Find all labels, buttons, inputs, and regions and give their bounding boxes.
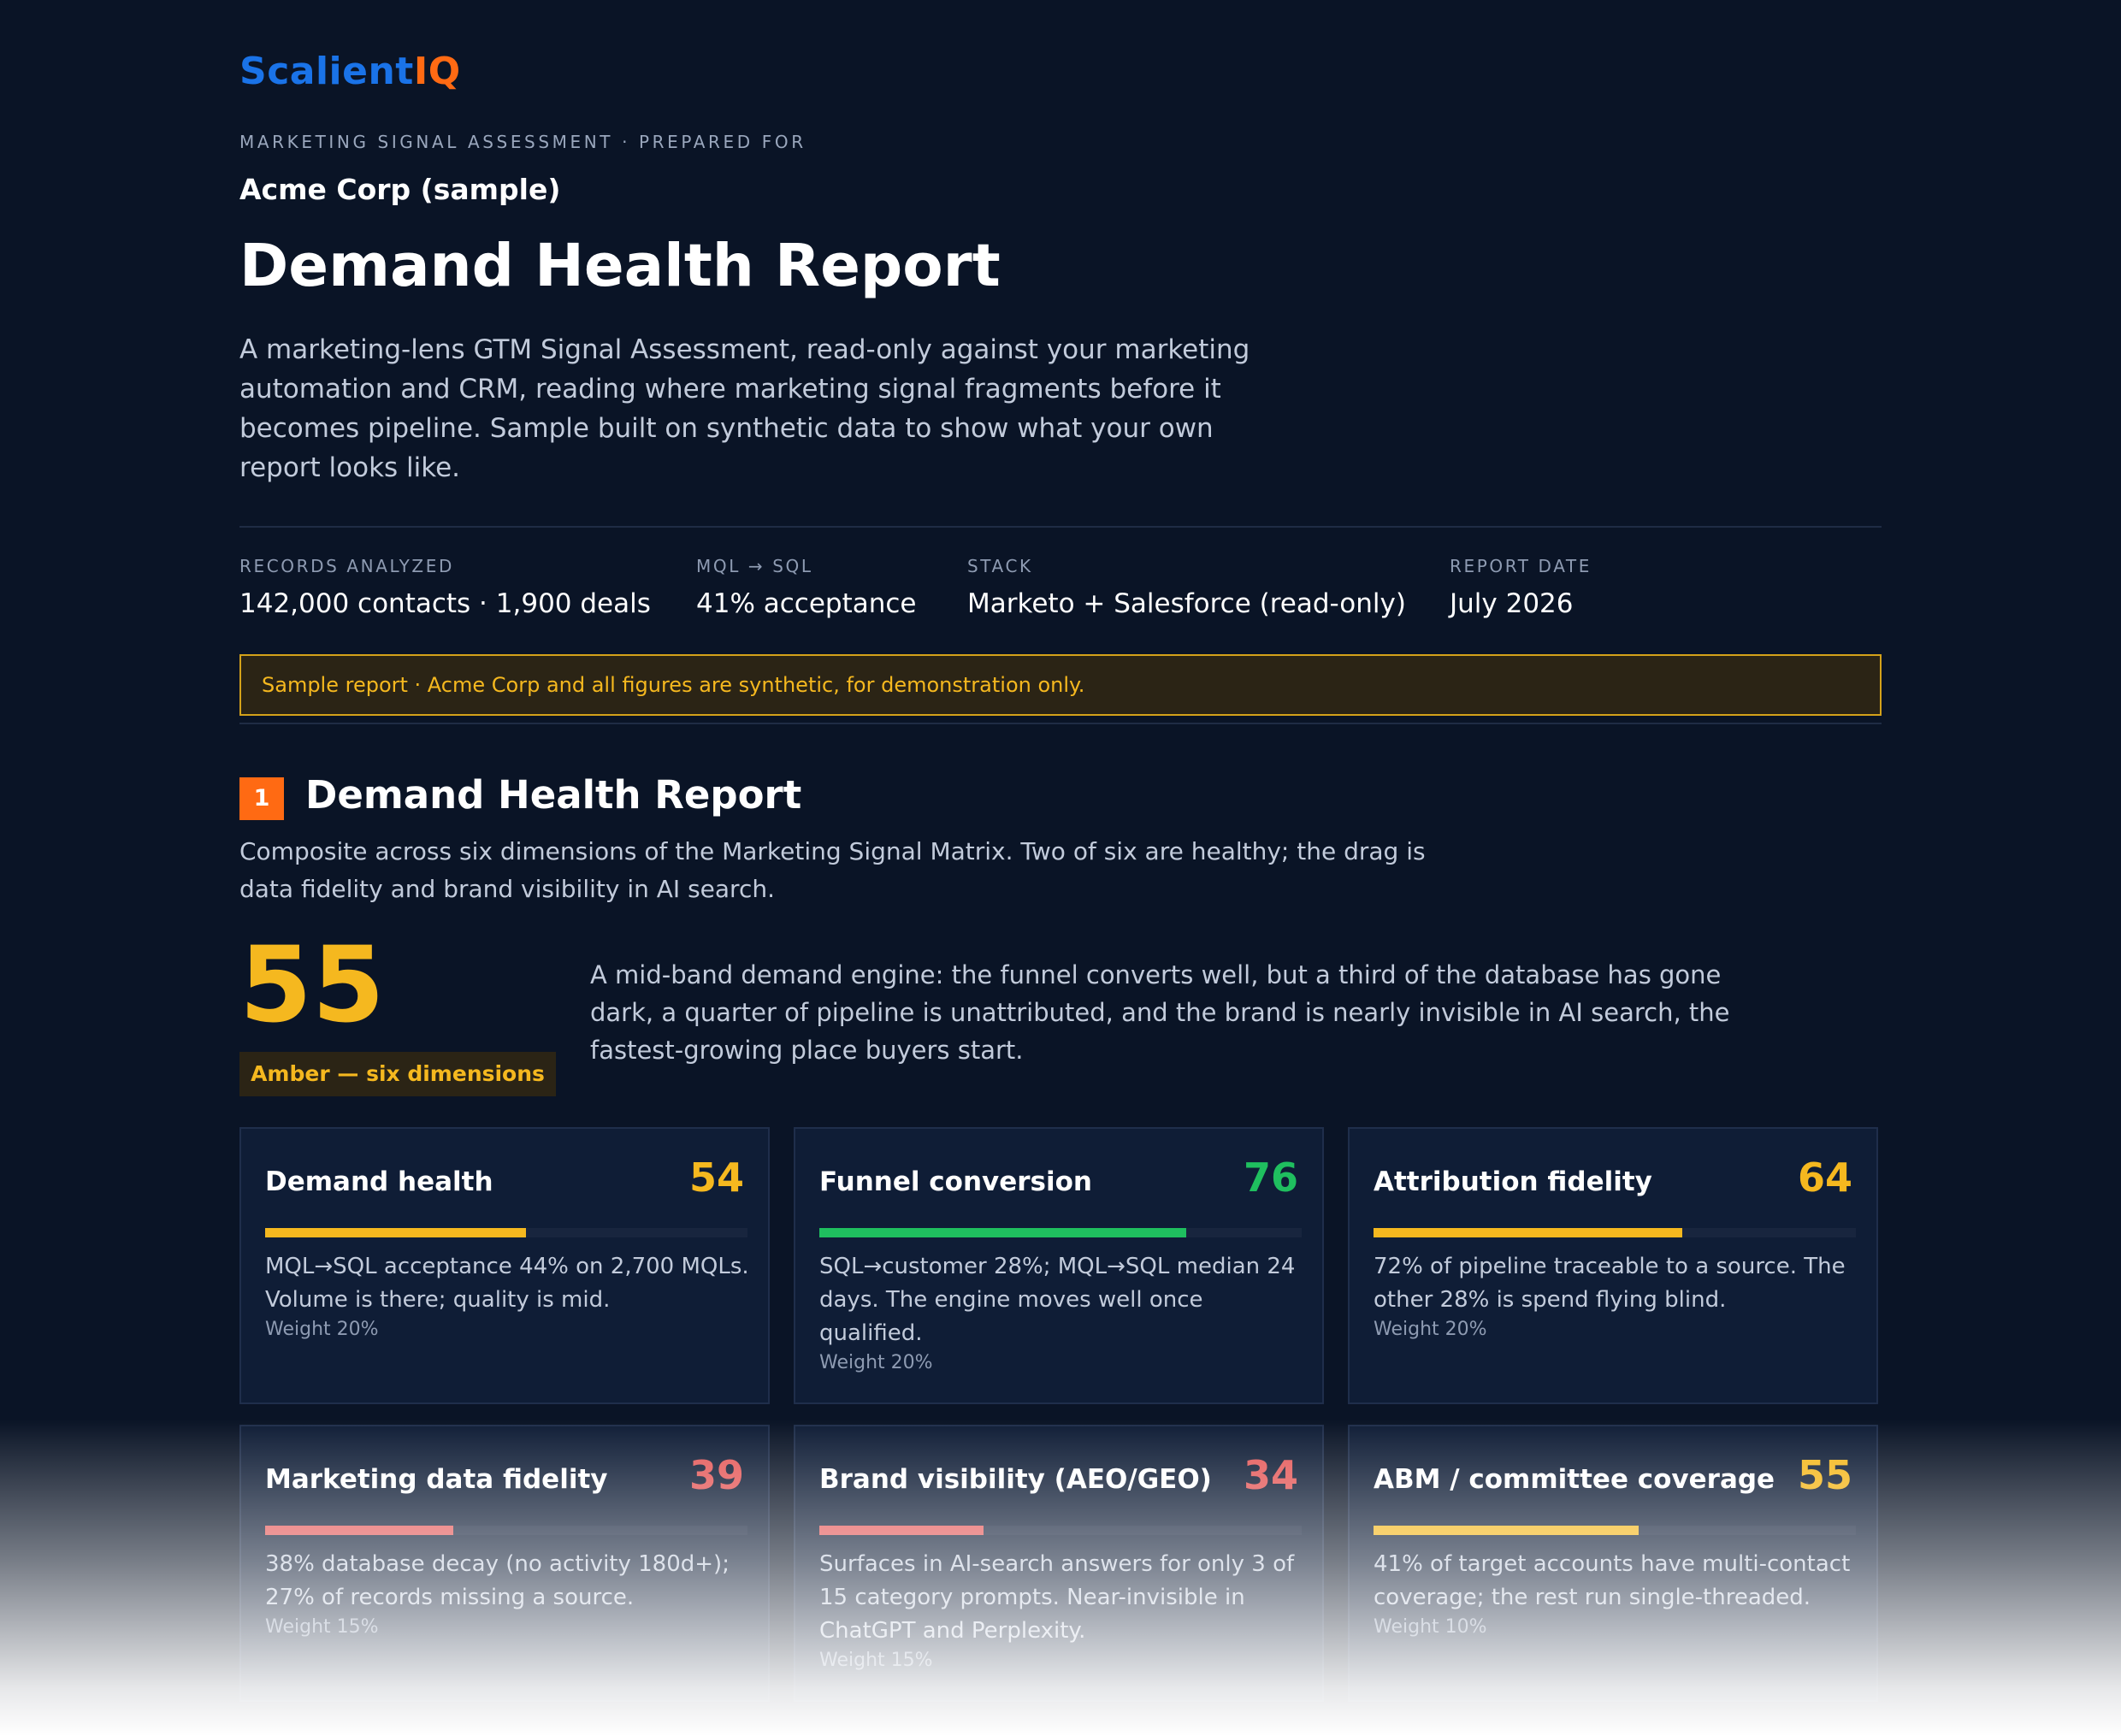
meta-label: REPORT DATE: [1450, 556, 1592, 576]
dimension-card: Brand visibility (AEO/GEO) 34 Surfaces i…: [794, 1425, 1324, 1702]
meta-value: Marketo + Salesforce (read-only): [967, 588, 1406, 619]
dimension-card: ABM / committee coverage 55 41% of targe…: [1348, 1425, 1878, 1702]
dimension-title: Marketing data fidelity: [265, 1464, 608, 1495]
dimension-score: 39: [688, 1452, 744, 1498]
score-summary: A mid-band demand engine: the funnel con…: [590, 960, 1730, 1065]
dimension-description: 41% of target accounts have multi-contac…: [1374, 1551, 1851, 1610]
dimension-description: SQL→customer 28%; MQL→SQL median 24 days…: [819, 1254, 1296, 1346]
dimension-title: Attribution fidelity: [1374, 1166, 1652, 1197]
score-bar-track: [1374, 1526, 1856, 1535]
meta-report-date: REPORT DATE July 2026: [1450, 556, 1592, 619]
brand-logo-part2: IQ: [413, 50, 461, 93]
score-bar-track: [265, 1526, 747, 1535]
meta-stack: STACK Marketo + Salesforce (read-only): [967, 556, 1406, 619]
meta-value: July 2026: [1450, 588, 1574, 619]
score-bar-fill: [819, 1228, 1186, 1237]
dimension-title: Brand visibility (AEO/GEO): [819, 1464, 1212, 1495]
dimension-score: 54: [688, 1154, 744, 1201]
score-bar-track: [1374, 1228, 1856, 1237]
dimension-weight: Weight 20%: [265, 1319, 379, 1340]
report-intro: A marketing-lens GTM Signal Assessment, …: [239, 334, 1250, 483]
score-band-badge: Amber — six dimensions: [239, 1052, 556, 1096]
dimension-card: Funnel conversion 76 SQL→customer 28%; M…: [794, 1127, 1324, 1404]
dimension-score: 76: [1243, 1154, 1298, 1201]
score-bar-track: [819, 1228, 1302, 1237]
dimension-weight: Weight 10%: [1374, 1616, 1487, 1638]
meta-mql-sql: MQL → SQL 41% acceptance: [696, 556, 917, 619]
meta-label: STACK: [967, 556, 1033, 576]
sample-disclaimer-banner: Sample report · Acme Corp and all figure…: [239, 654, 1882, 716]
meta-label: RECORDS ANALYZED: [239, 556, 454, 576]
dimension-title: Funnel conversion: [819, 1166, 1092, 1197]
dimension-card: Demand health 54 MQL→SQL acceptance 44% …: [239, 1127, 770, 1404]
score-bar-track: [819, 1526, 1302, 1535]
dimension-card: Marketing data fidelity 39 38% database …: [239, 1425, 770, 1702]
client-name: Acme Corp (sample): [239, 173, 561, 206]
section-title: Demand Health Report: [305, 772, 802, 818]
dimension-description: 72% of pipeline traceable to a source. T…: [1374, 1254, 1846, 1313]
meta-label: MQL → SQL: [696, 556, 813, 576]
divider: [239, 723, 1882, 724]
dimension-weight: Weight 15%: [819, 1650, 933, 1671]
report-eyebrow: MARKETING SIGNAL ASSESSMENT · PREPARED F…: [239, 132, 806, 152]
score-bar-fill: [819, 1526, 984, 1535]
dimension-title: Demand health: [265, 1166, 493, 1197]
dimension-score: 34: [1243, 1452, 1298, 1498]
brand-logo-part1: Scalient: [239, 50, 414, 93]
meta-value: 41% acceptance: [696, 588, 917, 619]
dimension-weight: Weight 20%: [819, 1352, 933, 1373]
score-bar-fill: [1374, 1526, 1639, 1535]
composite-score: 55: [239, 924, 385, 1046]
score-bar-fill: [265, 1228, 526, 1237]
score-bar-track: [265, 1228, 747, 1237]
dimension-title: ABM / committee coverage: [1374, 1464, 1775, 1495]
score-bar-fill: [1374, 1228, 1682, 1237]
dimension-weight: Weight 15%: [265, 1616, 379, 1638]
section-description: Composite across six dimensions of the M…: [239, 837, 1426, 903]
brand-logo[interactable]: ScalientIQ: [239, 50, 461, 95]
section-number-badge: 1: [239, 777, 284, 820]
dimension-weight: Weight 20%: [1374, 1319, 1487, 1340]
meta-records-analyzed: RECORDS ANALYZED 142,000 contacts · 1,90…: [239, 556, 651, 619]
dimension-description: MQL→SQL acceptance 44% on 2,700 MQLs. Vo…: [265, 1254, 749, 1313]
dimension-card: Attribution fidelity 64 72% of pipeline …: [1348, 1127, 1878, 1404]
dimension-description: 38% database decay (no activity 180d+); …: [265, 1551, 730, 1610]
page-title: Demand Health Report: [239, 232, 1001, 300]
dimension-score: 55: [1797, 1452, 1852, 1498]
dimension-description: Surfaces in AI-search answers for only 3…: [819, 1551, 1295, 1644]
meta-value: 142,000 contacts · 1,900 deals: [239, 588, 651, 619]
divider: [239, 526, 1882, 528]
score-bar-fill: [265, 1526, 453, 1535]
dimension-score: 64: [1797, 1154, 1852, 1201]
